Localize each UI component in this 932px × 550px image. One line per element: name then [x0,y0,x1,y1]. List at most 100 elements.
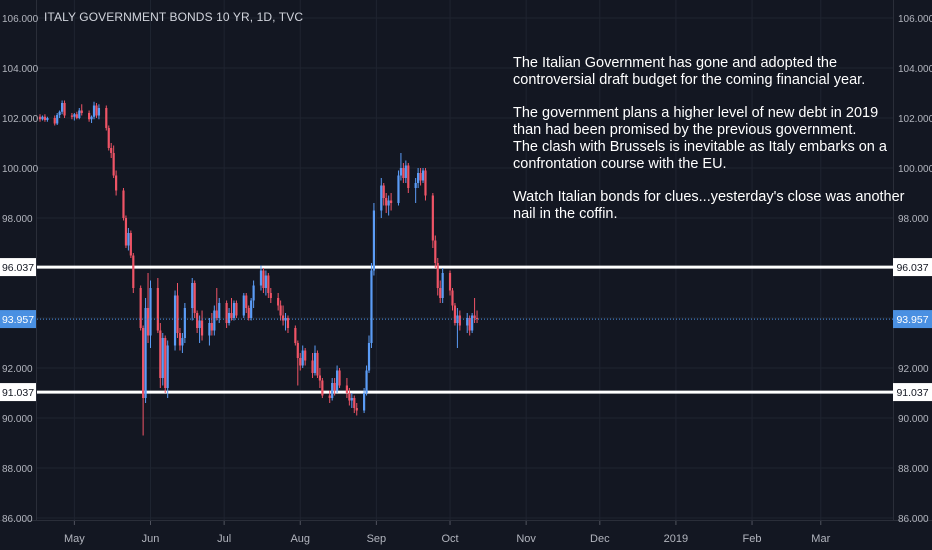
candle-body [88,113,91,120]
candle-body [166,345,169,388]
candle-body [232,303,236,318]
candle-body [208,323,211,336]
candle-body [390,200,393,203]
candle-body [198,320,201,328]
candle-body [318,375,322,381]
x-tick-label: Sep [367,533,387,545]
candle-body [200,320,204,336]
candle-body [247,308,250,318]
candle-body [225,303,228,323]
candle-body [473,315,476,318]
candle-body [414,183,417,188]
candle-body [124,218,128,246]
candle-body [215,310,218,318]
candle-body [466,318,469,326]
candle-body [402,168,405,178]
candle-body [60,103,64,112]
y-tick-label-right: 90.000 [898,414,929,425]
x-tick-label: Aug [290,533,310,545]
x-tick-label: May [64,533,85,545]
candle-body [112,153,115,176]
candle-body [299,358,302,366]
candle-body [316,353,319,376]
candle-body [262,270,265,288]
level-label-box [0,258,36,277]
candle-body [181,338,184,346]
candle-body [301,350,304,366]
candle-body [105,108,108,128]
candle-body [183,308,186,338]
candle-body [115,175,118,191]
candle-body [372,210,376,271]
time-axis[interactable]: May Jun Jul Aug Sep Oct Nov Dec 2019 Feb Mar [64,521,831,545]
y-tick-label-left: 90.000 [2,414,33,425]
y-tick-label-left: 86.000 [2,514,33,525]
y-tick-label-right: 98.000 [898,214,929,225]
candle-body [191,283,194,308]
candle-body [294,328,297,343]
candle-body [468,318,471,331]
candle-body [304,350,307,361]
candle-body [110,148,113,153]
candle-body [370,270,373,343]
candle-body [70,115,74,117]
y-tick-label-left: 106.000 [2,14,39,25]
candle-body [161,338,164,378]
candle-body [58,111,61,115]
candle-body [311,360,314,373]
candle-body [95,105,98,116]
candle-body [252,285,255,301]
x-tick-label: Nov [516,533,536,545]
candle-body [127,233,130,246]
level-label: 91.037 [896,387,928,399]
candle-body [78,110,81,118]
candle-body [387,200,390,206]
candle-body [176,295,179,333]
candle-body [259,270,263,286]
candle-body [335,370,339,391]
y-tick-label-right: 92.000 [898,364,929,375]
candle-body [277,298,280,306]
candle-body [196,313,199,328]
candle-body [448,273,452,291]
y-tick-label-right: 86.000 [898,514,929,525]
candle-body [345,385,349,393]
y-tick-label-right: 88.000 [898,464,929,475]
candle-body [230,313,233,318]
candle-body [338,370,341,386]
candle-body [365,370,368,393]
candle-body [73,114,76,117]
x-tick-label: Jul [217,533,231,545]
candle-body [38,116,42,120]
y-tick-label-left: 102.000 [2,114,39,125]
annotation-note: The Italian Government has gone and adop… [513,55,908,239]
candle-body [397,175,400,203]
candle-body [434,240,437,263]
candle-body [281,315,285,321]
candle-body [431,195,434,241]
x-tick-label: 2019 [664,533,688,545]
candle-body [90,116,93,120]
candle-body [213,310,216,331]
candle-body [407,165,410,188]
candle-body [164,338,167,388]
candle-body [286,318,290,328]
candle-body [267,275,270,293]
candle-body [178,333,182,346]
candle-body [250,300,253,318]
candle-body [458,315,461,326]
candle-body [355,408,358,411]
candle-body [331,383,334,398]
current-price-box [0,310,36,329]
candle-body [264,275,267,288]
candle-body [56,115,59,124]
candle-body [149,288,152,336]
candle-body [156,288,159,331]
candle-body [328,395,331,398]
annotation-paragraph-2: The government plans a higher level of n… [513,105,887,172]
candles [38,100,479,436]
candle-body [439,288,442,298]
candle-body [380,185,383,211]
candle-body [453,305,457,323]
